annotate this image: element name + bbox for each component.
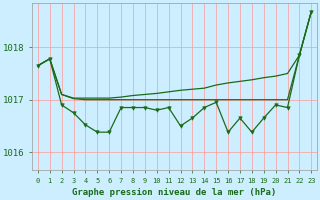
- X-axis label: Graphe pression niveau de la mer (hPa): Graphe pression niveau de la mer (hPa): [72, 188, 277, 197]
